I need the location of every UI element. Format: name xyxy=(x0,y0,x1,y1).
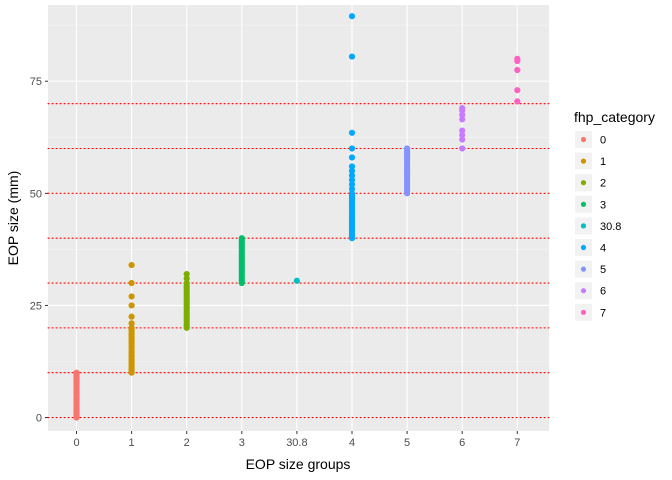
data-point xyxy=(348,172,356,179)
data-point xyxy=(459,136,466,143)
data-point xyxy=(293,277,300,284)
data-point xyxy=(514,98,521,105)
data-point xyxy=(348,129,356,136)
legend-swatch xyxy=(580,158,587,164)
legend-label: 7 xyxy=(600,307,606,319)
data-point xyxy=(183,270,190,278)
data-point xyxy=(348,13,356,20)
data-point xyxy=(348,167,356,175)
legend-swatch xyxy=(580,180,587,186)
data-point xyxy=(514,55,521,62)
data-point xyxy=(128,293,135,300)
data-point xyxy=(128,302,135,309)
legend-label: 2 xyxy=(600,178,606,190)
legend-label: 3 xyxy=(600,199,606,211)
data-point xyxy=(128,279,135,287)
x-axis-title: EOP size groups xyxy=(246,456,351,472)
x-tick-label: 30.8 xyxy=(286,437,307,449)
legend-label: 30.8 xyxy=(600,221,621,233)
y-axis: 0 25 50 75 xyxy=(30,76,48,425)
x-tick-label: 0 xyxy=(73,437,79,449)
x-tick-label: 4 xyxy=(349,437,355,449)
panel-background xyxy=(48,5,549,431)
data-point xyxy=(404,145,411,152)
legend-swatch xyxy=(580,288,587,294)
x-tick-label: 6 xyxy=(459,437,465,449)
y-tick-label: 75 xyxy=(30,76,42,88)
x-axis: 0 1 2 3 30.8 4 5 6 7 xyxy=(73,431,520,449)
data-point xyxy=(348,163,356,170)
y-tick-label: 25 xyxy=(30,300,42,312)
data-point xyxy=(73,369,80,376)
legend-swatch xyxy=(580,309,587,315)
data-point xyxy=(459,111,466,118)
y-tick-label: 50 xyxy=(30,188,42,200)
data-point xyxy=(348,185,356,192)
data-point xyxy=(348,53,356,60)
data-point xyxy=(183,275,190,282)
legend-label: 1 xyxy=(600,156,606,168)
legend-label: 5 xyxy=(600,264,606,276)
data-point xyxy=(128,313,135,320)
x-tick-label: 7 xyxy=(514,437,520,449)
y-axis-title: EOP size (mm) xyxy=(5,171,21,266)
x-tick-label: 5 xyxy=(404,437,410,449)
x-tick-label: 2 xyxy=(184,437,190,449)
legend: fhp_category 0 1 2 3 30.8 4 5 6 7 xyxy=(574,109,655,321)
data-point xyxy=(128,261,135,269)
data-point xyxy=(348,145,356,152)
x-tick-label: 3 xyxy=(239,437,245,449)
data-point xyxy=(348,176,356,183)
data-point xyxy=(459,127,466,134)
data-point xyxy=(459,131,466,139)
legend-swatch xyxy=(580,136,587,143)
data-point xyxy=(459,145,466,152)
data-point xyxy=(348,154,356,161)
reference-lines xyxy=(47,103,550,419)
legend-label: 0 xyxy=(600,135,606,147)
data-point xyxy=(459,105,466,112)
legend-swatch xyxy=(580,223,587,229)
data-points xyxy=(73,13,521,421)
data-point xyxy=(348,190,356,197)
data-point xyxy=(514,66,521,74)
data-point xyxy=(459,116,466,123)
data-point xyxy=(348,181,356,188)
legend-title: fhp_category xyxy=(574,109,655,125)
legend-swatch xyxy=(580,266,587,272)
data-point xyxy=(128,324,135,331)
data-point xyxy=(238,235,245,242)
legend-swatch xyxy=(580,244,587,251)
data-point xyxy=(183,279,190,287)
data-point xyxy=(514,87,521,94)
legend-label: 4 xyxy=(600,243,606,255)
x-tick-label: 1 xyxy=(129,437,135,449)
y-tick-label: 0 xyxy=(36,413,42,425)
legend-label: 6 xyxy=(600,286,606,298)
legend-swatch xyxy=(580,201,587,207)
data-point xyxy=(128,320,135,327)
